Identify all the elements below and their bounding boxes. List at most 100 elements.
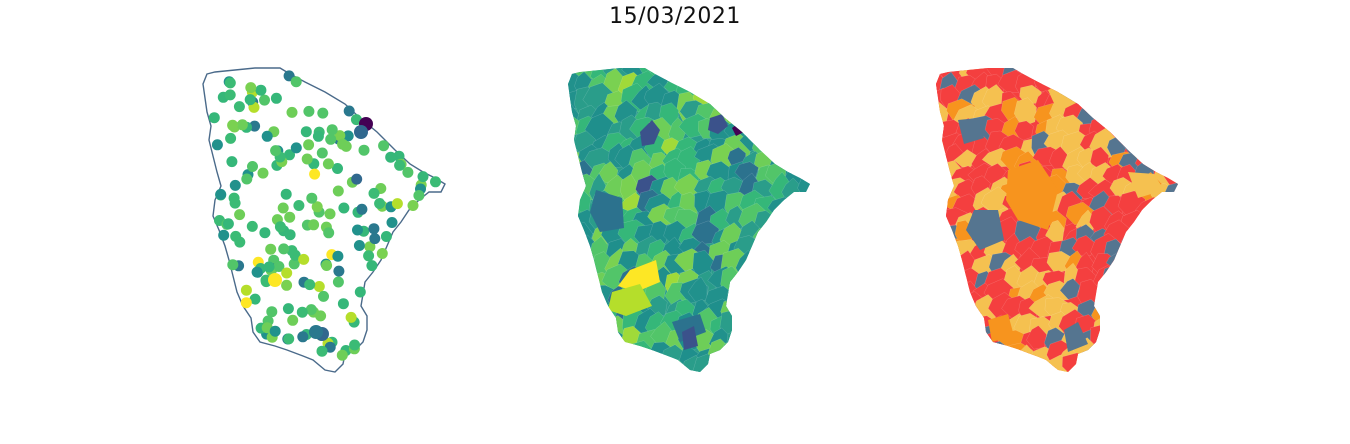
municipality-region (781, 221, 810, 246)
municipality-region (936, 280, 947, 316)
municipality-region (766, 323, 791, 352)
municipality-region (1110, 354, 1132, 372)
location-point (270, 145, 282, 157)
municipality-region (1182, 223, 1189, 255)
location-point (222, 218, 234, 230)
municipality-region (938, 344, 964, 369)
municipality-region (780, 373, 810, 380)
municipality-region (607, 342, 633, 369)
municipality-region (1168, 378, 1188, 380)
municipality-region (584, 294, 604, 321)
municipality-region (800, 222, 810, 247)
municipality-region (1181, 91, 1188, 117)
municipality-region (1167, 284, 1178, 320)
municipality-region (568, 241, 582, 264)
municipality-region (809, 157, 810, 179)
location-point (240, 284, 252, 296)
location-point (345, 311, 357, 323)
municipality-region (786, 103, 810, 128)
municipality-region (1123, 309, 1149, 340)
municipality-region (1181, 208, 1188, 228)
municipality-region (719, 68, 747, 80)
points-layer (208, 70, 441, 361)
municipality-region (1132, 280, 1156, 307)
municipality-region (811, 180, 820, 201)
municipality-region (1168, 265, 1178, 290)
municipality-region (739, 113, 774, 137)
municipality-region (582, 340, 606, 371)
municipality-region (1103, 68, 1132, 89)
municipality-region (765, 87, 790, 105)
municipality-region (779, 133, 805, 165)
municipality-region (733, 377, 756, 380)
municipality-region (690, 68, 719, 78)
municipality-region (956, 344, 981, 372)
municipality-region (753, 87, 779, 120)
municipality-region (1184, 196, 1188, 220)
location-point (280, 188, 292, 200)
location-point (296, 306, 308, 318)
municipality-region (1014, 120, 1034, 142)
location-point (316, 147, 328, 159)
municipality-region (936, 360, 948, 372)
location-point (417, 171, 429, 183)
municipality-region (571, 291, 600, 316)
municipality-region (1139, 297, 1161, 317)
municipality-region (1180, 103, 1188, 135)
location-point (284, 229, 296, 241)
location-point (240, 297, 252, 309)
location-point (284, 211, 296, 223)
municipality-region (1149, 131, 1174, 164)
municipality-region (568, 323, 585, 354)
location-point (246, 220, 258, 232)
municipality-region (1092, 73, 1119, 93)
municipality-region (795, 324, 810, 354)
municipality-region (640, 120, 660, 146)
location-point (321, 260, 333, 271)
location-point (301, 153, 313, 165)
location-point (259, 227, 271, 239)
municipality-region (568, 192, 580, 215)
municipality-region (571, 369, 597, 372)
municipality-region (1134, 359, 1155, 372)
municipality-region (568, 310, 577, 331)
location-point (309, 168, 321, 180)
municipality-region (733, 362, 765, 372)
municipality-region (786, 194, 810, 222)
municipality-region (1103, 323, 1135, 352)
location-point (368, 223, 380, 235)
municipality-region (735, 287, 764, 308)
municipality-region (970, 358, 993, 372)
municipality-region (936, 148, 948, 180)
municipality-region (1093, 68, 1121, 84)
municipality-region (1117, 103, 1147, 133)
municipality-region (1167, 191, 1178, 211)
municipality-region (936, 281, 964, 303)
municipality-region (705, 71, 733, 104)
municipality-region (1184, 130, 1189, 157)
municipality-region (1167, 306, 1178, 337)
municipality-region (1122, 246, 1145, 279)
municipality-region (757, 332, 779, 352)
municipality-region (953, 149, 978, 168)
location-point (354, 125, 368, 139)
location-point (303, 139, 315, 151)
location-point (224, 77, 236, 89)
municipality-region (765, 112, 786, 139)
municipality-region (1077, 362, 1101, 372)
municipality-region (1166, 295, 1178, 327)
municipality-region (1167, 146, 1178, 169)
location-point (336, 349, 348, 361)
municipality-region (987, 354, 1013, 372)
location-point (311, 201, 323, 213)
location-point (288, 258, 300, 270)
location-point (283, 333, 295, 345)
municipality-region (765, 227, 793, 259)
municipality-region (1153, 347, 1176, 372)
municipality-region (737, 345, 766, 366)
municipality-region (737, 326, 766, 360)
municipality-region (1147, 81, 1172, 114)
municipality-region (607, 377, 637, 381)
municipality-region (1161, 115, 1178, 140)
municipality-region (779, 301, 810, 329)
